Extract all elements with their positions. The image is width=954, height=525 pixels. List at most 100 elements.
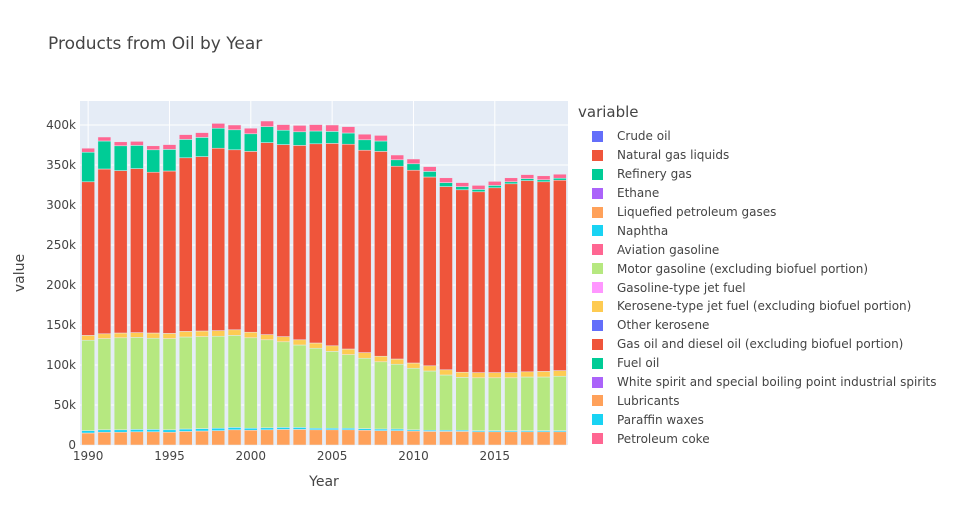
bar-segment[interactable] [81,339,95,431]
bar-segment[interactable] [357,352,372,359]
bar-segment[interactable] [504,431,518,446]
bar-segment[interactable] [244,331,258,339]
bar-segment[interactable] [341,429,356,446]
bar-segment[interactable] [553,179,567,371]
bar-segment[interactable] [195,137,209,157]
bar-segment[interactable] [406,367,421,431]
bar-segment[interactable] [488,185,502,189]
bar-segment[interactable] [146,171,160,334]
legend-item[interactable]: Gas oil and diesel oil (excluding biofue… [578,335,937,354]
legend-item[interactable]: Ethane [578,184,937,203]
bar-segment[interactable] [244,127,258,135]
bar-segment[interactable] [227,427,242,431]
bar-segment[interactable] [325,143,339,347]
bar-segment[interactable] [536,431,551,446]
bar-segment[interactable] [439,369,453,376]
bar-segment[interactable] [276,124,291,131]
bar-segment[interactable] [211,330,226,337]
bar-segment[interactable] [162,170,177,334]
bar-segment[interactable] [195,330,209,337]
bar-segment[interactable] [195,132,209,138]
bars-layer[interactable] [81,120,567,446]
legend-item[interactable]: White spirit and special boiling point i… [578,373,937,392]
bar-segment[interactable] [341,126,356,134]
bar-segment[interactable] [504,372,518,379]
bar-segment[interactable] [97,429,112,433]
bar-segment[interactable] [536,376,551,431]
bar-segment[interactable] [374,355,388,363]
legend-item[interactable]: Natural gas liquids [578,146,937,165]
bar-segment[interactable] [146,145,160,151]
bar-segment[interactable] [195,336,209,429]
bar-segment[interactable] [390,430,404,446]
bar-segment[interactable] [325,131,339,144]
bar-segment[interactable] [178,431,193,446]
bar-segment[interactable] [439,431,453,446]
bar-segment[interactable] [130,332,144,338]
bar-segment[interactable] [471,185,486,190]
legend-item[interactable]: Gasoline-type jet fuel [578,278,937,297]
bar-segment[interactable] [357,133,372,141]
legend-item[interactable]: Kerosene-type jet fuel (excluding biofue… [578,297,937,316]
legend-item[interactable]: Refinery gas [578,165,937,184]
bar-segment[interactable] [504,377,518,431]
bar-segment[interactable] [178,331,193,338]
bar-segment[interactable] [471,191,486,373]
bar-segment[interactable] [81,147,95,153]
bar-segment[interactable] [130,145,144,169]
bar-segment[interactable] [227,335,242,428]
bar-segment[interactable] [146,431,160,446]
bar-segment[interactable] [536,181,551,372]
bar-segment[interactable] [553,375,567,431]
bar-segment[interactable] [211,430,226,446]
bar-segment[interactable] [244,427,258,431]
bar-segment[interactable] [211,427,226,431]
bar-segment[interactable] [276,129,291,145]
bar-segment[interactable] [130,429,144,433]
bar-segment[interactable] [520,371,535,378]
bar-segment[interactable] [504,183,518,373]
bar-segment[interactable] [113,429,128,433]
bar-segment[interactable] [178,134,193,140]
bar-segment[interactable] [422,176,437,367]
bar-segment[interactable] [422,166,437,172]
bar-segment[interactable] [471,189,486,193]
bar-segment[interactable] [113,170,128,334]
bar-segment[interactable] [162,429,177,433]
bar-segment[interactable] [357,149,372,353]
bar-segment[interactable] [455,186,470,191]
bar-segment[interactable] [309,143,323,344]
bar-segment[interactable] [439,177,453,183]
bar-segment[interactable] [195,428,209,432]
bar-segment[interactable] [227,129,242,151]
bar-segment[interactable] [97,140,112,170]
bar-segment[interactable] [406,362,421,369]
bar-segment[interactable] [536,175,551,181]
bar-segment[interactable] [292,339,307,346]
bar-segment[interactable] [455,182,470,187]
bar-segment[interactable] [406,169,421,364]
bar-segment[interactable] [178,336,193,430]
bar-segment[interactable] [422,431,437,446]
bar-segment[interactable] [390,363,404,430]
bar-segment[interactable] [81,430,95,434]
bar-segment[interactable] [146,149,160,173]
legend-item[interactable]: Paraffin waxes [578,410,937,429]
bar-segment[interactable] [130,431,144,446]
bar-segment[interactable] [260,429,274,446]
bar-segment[interactable] [211,127,226,149]
bar-segment[interactable] [374,430,388,446]
bar-segment[interactable] [325,429,339,446]
bar-segment[interactable] [211,335,226,429]
legend-item[interactable]: Lubricants [578,391,937,410]
bar-segment[interactable] [244,429,258,446]
bar-segment[interactable] [471,377,486,431]
bar-segment[interactable] [244,133,258,152]
bar-segment[interactable] [292,427,307,430]
bar-segment[interactable] [178,157,193,332]
bar-segment[interactable] [81,335,95,341]
bar-segment[interactable] [309,347,323,429]
bar-segment[interactable] [439,374,453,431]
bar-segment[interactable] [406,430,421,446]
bar-segment[interactable] [227,429,242,446]
